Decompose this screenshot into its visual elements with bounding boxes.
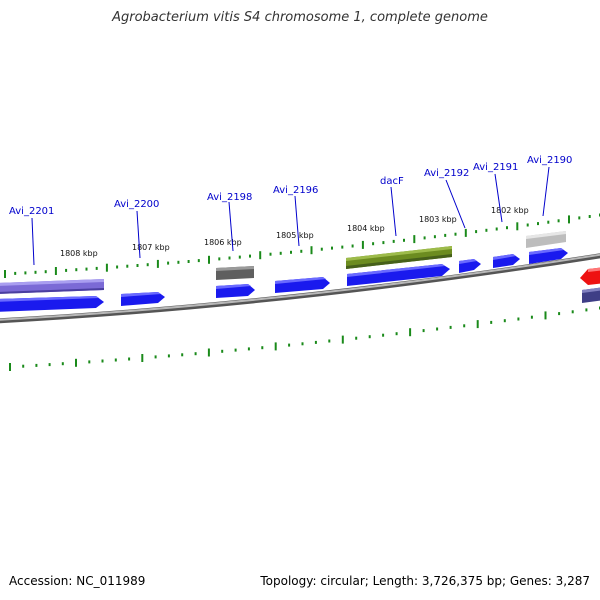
gene-avi-2191[interactable] [493,254,520,268]
gene-avi-2190-upper[interactable] [526,231,566,248]
gene-avi-2190[interactable] [529,248,568,264]
scale-label-1802: 1802 kbp [491,206,529,215]
gene-label-avi-2200[interactable]: Avi_2200 [114,199,159,210]
gene-avi-2201[interactable] [0,296,104,312]
gene-dacf-cds[interactable] [347,264,450,286]
scale-label-1803: 1803 kbp [419,215,457,224]
gene-avi-2196[interactable] [275,277,330,293]
gene-red-partial[interactable] [580,267,600,285]
gene-avi-2192[interactable] [459,259,481,273]
leader-avi-2201 [31,217,35,266]
scale-label-1805: 1805 kbp [276,231,314,240]
gene-avi-2200[interactable] [121,292,165,306]
gene-label-avi-2201[interactable]: Avi_2201 [9,206,54,217]
gene-label-dacf[interactable]: dacF [380,176,404,187]
leader-avi-2200 [136,210,141,259]
scale-label-1807: 1807 kbp [132,243,170,252]
gene-avi-2198[interactable] [216,284,255,298]
outer-tick-track [4,213,600,278]
inner-tick-track [9,306,600,371]
gene-label-avi-2192[interactable]: Avi_2192 [424,168,469,179]
leader-avi-2190 [542,166,550,217]
leader-avi-2196 [294,195,300,247]
gene-label-avi-2196[interactable]: Avi_2196 [273,185,318,196]
scale-label-1808: 1808 kbp [60,249,98,258]
map-title: Agrobacterium vitis S4 chromosome 1, com… [112,10,488,25]
gene-dacf[interactable] [346,246,452,269]
scale-label-1804: 1804 kbp [347,224,385,233]
leader-avi-2198 [228,201,234,252]
gene-label-avi-2191[interactable]: Avi_2191 [473,162,518,173]
gene-label-avi-2190[interactable]: Avi_2190 [527,155,572,166]
gene-avi-2201-upper[interactable] [0,279,104,294]
leader-dacf [390,186,397,237]
gene-navy-partial[interactable] [582,287,600,303]
leader-avi-2192 [445,179,466,229]
genome-summary-text: Topology: circular; Length: 3,726,375 bp… [260,574,590,588]
accession-text: Accession: NC_011989 [9,574,146,588]
gene-avi-2198-upper[interactable] [216,266,254,280]
scale-label-1806: 1806 kbp [204,238,242,247]
chromosome-backbone-highlight [0,253,600,321]
gene-label-avi-2198[interactable]: Avi_2198 [207,192,252,203]
leader-avi-2191 [494,173,503,223]
